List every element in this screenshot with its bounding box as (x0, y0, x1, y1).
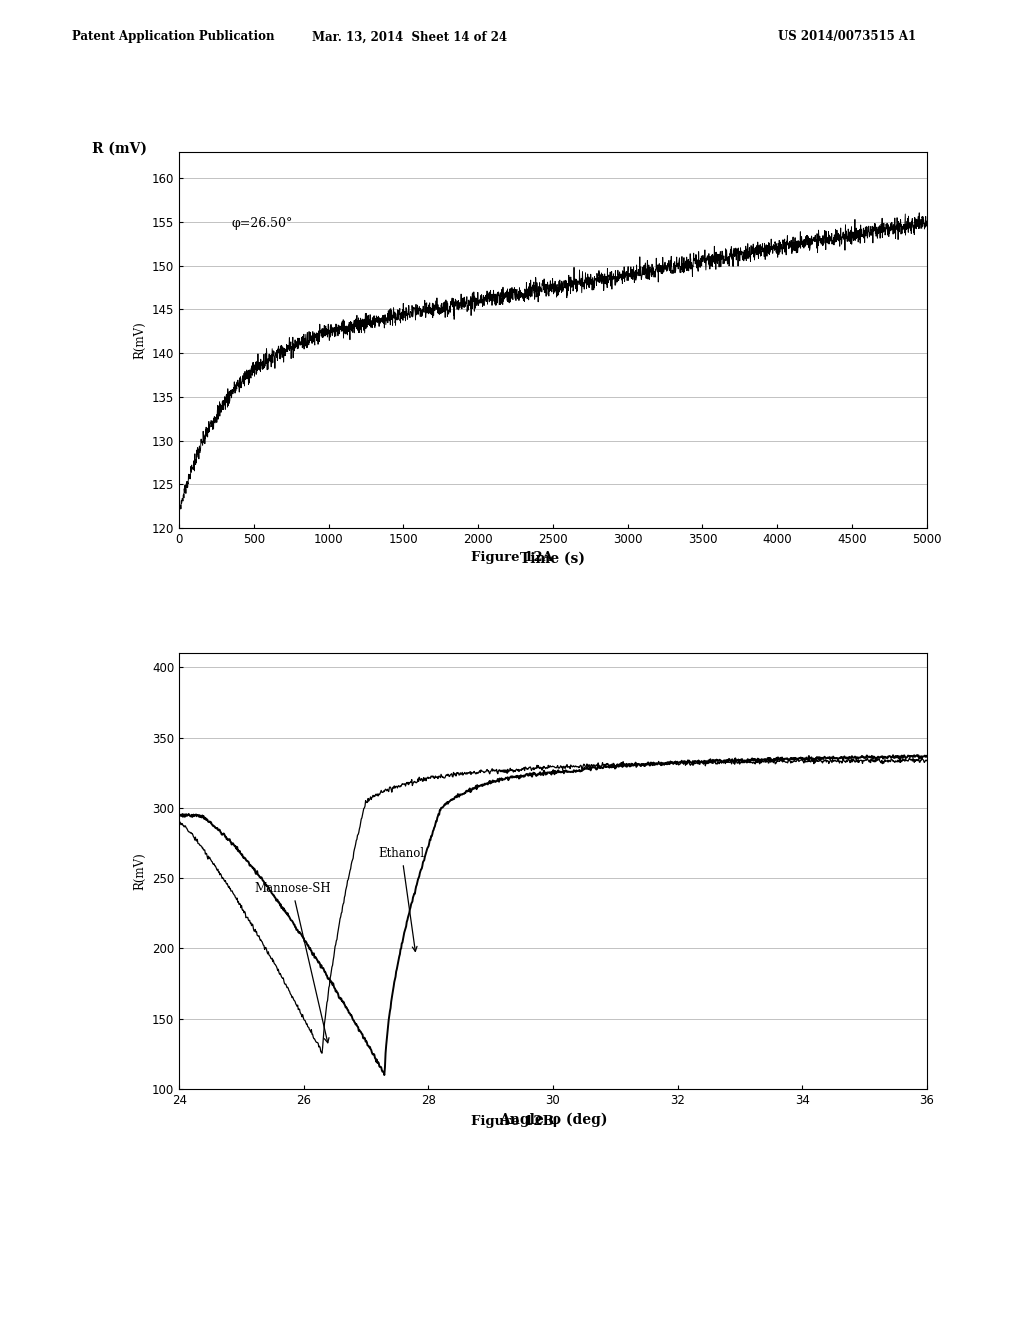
X-axis label: Angle φ (deg): Angle φ (deg) (499, 1113, 607, 1127)
Text: Mannose-SH: Mannose-SH (254, 882, 331, 1043)
Text: Patent Application Publication: Patent Application Publication (72, 30, 274, 44)
Text: Figure 12B: Figure 12B (471, 1114, 553, 1127)
Y-axis label: R(mV): R(mV) (133, 853, 146, 890)
Y-axis label: R(mV): R(mV) (133, 321, 146, 359)
X-axis label: Time (s): Time (s) (520, 552, 586, 565)
Text: R (mV): R (mV) (92, 141, 147, 156)
Text: Mar. 13, 2014  Sheet 14 of 24: Mar. 13, 2014 Sheet 14 of 24 (312, 30, 507, 44)
Text: Ethanol: Ethanol (379, 847, 425, 952)
Text: φ=26.50°: φ=26.50° (231, 216, 293, 230)
Text: US 2014/0073515 A1: US 2014/0073515 A1 (778, 30, 916, 44)
Text: Figure 12A: Figure 12A (471, 550, 553, 564)
